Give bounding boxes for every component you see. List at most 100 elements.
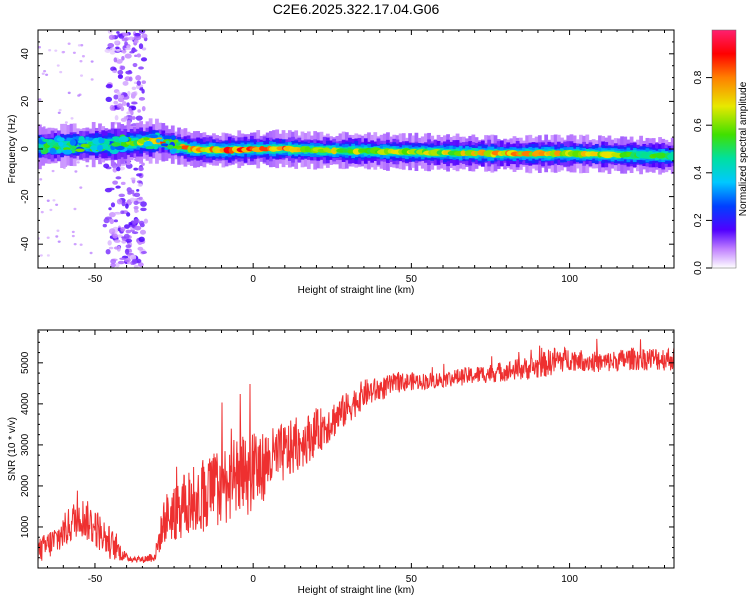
noise-speckle <box>117 260 125 265</box>
noise-speckle <box>128 76 133 82</box>
noise-speckle <box>114 212 122 215</box>
y-tick-label: 3000 <box>20 433 31 456</box>
noise-speckle <box>58 108 62 112</box>
noise-speckle <box>107 240 112 246</box>
noise-speckle <box>108 187 115 191</box>
noise-speckle <box>107 30 113 34</box>
noise-speckle <box>136 80 142 86</box>
colorbar: 0.0 0.2 0.4 0.6 0.8 Normalized spectral ampl… <box>693 29 749 275</box>
noise-speckle <box>131 91 137 97</box>
noise-speckle <box>113 246 120 250</box>
noise-speckle <box>72 51 76 54</box>
y-tick-label: 2000 <box>20 474 31 497</box>
ridge-blob <box>172 145 183 149</box>
noise-speckle <box>127 199 132 205</box>
noise-speckle <box>80 44 84 47</box>
noise-speckle <box>143 218 149 224</box>
noise-speckle <box>126 187 132 193</box>
noise-speckle <box>55 235 59 238</box>
noise-speckle <box>43 69 47 73</box>
noise-speckle <box>119 94 125 99</box>
noise-speckle <box>78 93 82 96</box>
noise-speckle <box>114 115 119 121</box>
snr-series-line <box>38 338 674 564</box>
noise-speckle <box>73 207 77 211</box>
noise-speckle <box>113 239 121 243</box>
ridge-blob <box>168 139 179 143</box>
noise-speckle <box>123 224 130 229</box>
noise-speckle <box>55 203 59 207</box>
noise-speckle <box>121 37 128 42</box>
noise-speckle <box>79 243 83 246</box>
noise-speckle <box>116 91 121 96</box>
noise-speckle <box>130 177 136 181</box>
ridge-blob <box>137 134 143 139</box>
colorbar-tick-label: 0.4 <box>693 165 704 179</box>
noise-speckle <box>104 48 112 53</box>
noise-speckle <box>140 207 147 212</box>
ridge-blob <box>156 138 161 143</box>
noise-speckle <box>131 86 137 91</box>
noise-speckle <box>46 199 50 202</box>
noise-speckle <box>45 73 49 76</box>
noise-speckle <box>139 229 147 235</box>
noise-speckle <box>41 72 45 75</box>
noise-speckle <box>107 43 115 48</box>
noise-speckle <box>141 47 147 51</box>
noise-speckle <box>130 110 134 116</box>
ridge-blob <box>112 136 121 140</box>
noise-speckle <box>130 189 135 195</box>
colorbar-tick-label: 0.8 <box>693 70 704 84</box>
ridge-blob <box>167 144 174 150</box>
noise-speckle <box>39 178 43 181</box>
ridge-blob <box>58 141 64 147</box>
noise-speckle <box>64 121 68 124</box>
noise-speckle <box>121 101 127 107</box>
x-tick-label: 0 <box>250 574 256 585</box>
noise-speckle <box>74 170 78 173</box>
ridge-blob <box>118 136 129 143</box>
ridge-blob <box>143 137 150 141</box>
noise-speckle <box>121 236 127 239</box>
noise-speckle <box>105 83 113 89</box>
noise-speckle <box>120 226 126 232</box>
noise-speckle <box>71 234 75 238</box>
noise-speckle <box>109 47 117 52</box>
snr-y-label: SNR (10 * v/v) <box>7 417 18 481</box>
noise-speckle <box>79 186 83 189</box>
x-tick-label: 100 <box>561 574 578 585</box>
noise-speckle <box>89 251 93 255</box>
noise-speckle <box>52 199 56 202</box>
snr-panel: -50 0 50 100 1000 2000 3000 4000 5000 Height of… <box>7 329 675 596</box>
noise-speckle <box>136 173 142 177</box>
ridge-blob <box>62 149 73 155</box>
noise-speckle <box>138 236 145 242</box>
noise-speckle <box>131 258 138 265</box>
noise-speckle <box>134 225 142 231</box>
noise-speckle <box>51 169 55 173</box>
x-tick-label: 100 <box>561 274 578 285</box>
colorbar-tick-label: 0.0 <box>693 261 704 275</box>
noise-speckle <box>76 161 80 164</box>
noise-speckle <box>108 246 114 250</box>
noise-speckle <box>125 203 129 209</box>
snr-frame <box>37 329 675 569</box>
noise-speckle <box>113 57 118 63</box>
noise-speckle <box>81 55 85 58</box>
noise-speckle <box>109 104 115 111</box>
noise-speckle <box>119 257 126 261</box>
noise-speckle <box>122 80 129 86</box>
noise-speckle <box>108 34 115 40</box>
noise-speckle <box>77 44 81 47</box>
noise-speckle <box>112 70 118 74</box>
colorbar-tick-label: 0.2 <box>693 213 704 227</box>
noise-speckle <box>133 192 141 198</box>
noise-speckle <box>129 254 137 261</box>
ridge-blob <box>42 138 50 142</box>
noise-speckle <box>134 32 141 37</box>
noise-speckle <box>113 100 119 105</box>
noise-speckle <box>79 60 83 63</box>
noise-speckle <box>109 218 115 225</box>
noise-speckle <box>135 75 142 81</box>
noise-speckle <box>108 228 116 235</box>
